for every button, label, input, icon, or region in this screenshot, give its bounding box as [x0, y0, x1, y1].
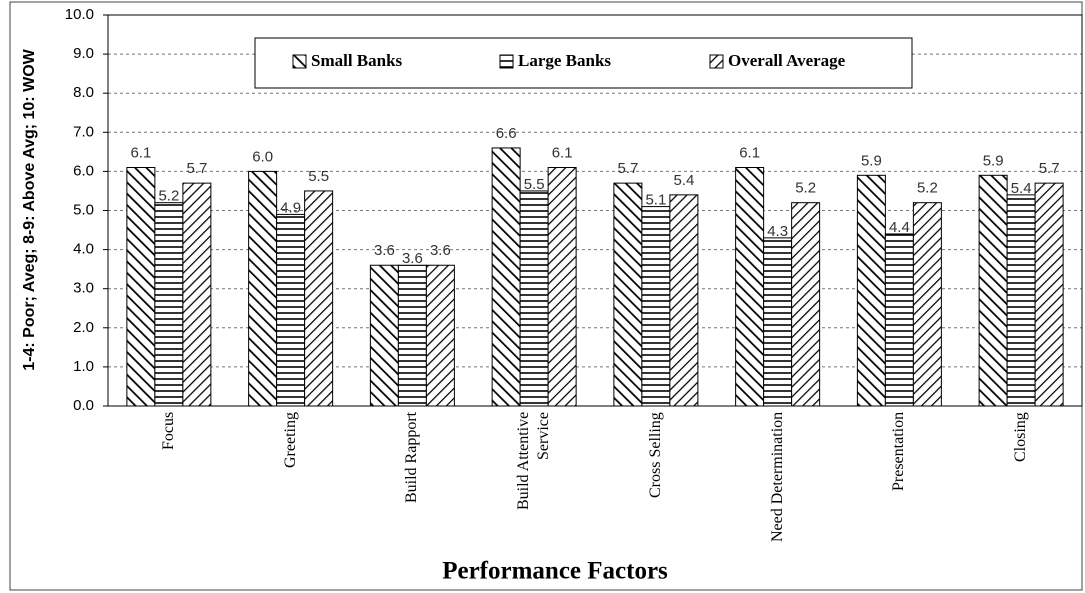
- legend: Small Banks Large Banks Overall Average: [254, 37, 913, 89]
- bar: [126, 166, 156, 407]
- plot-area: [107, 14, 1083, 407]
- legend-label: Small Banks: [311, 51, 403, 70]
- data-label: 6.0: [252, 148, 273, 165]
- bar: [182, 182, 212, 407]
- bar: [641, 206, 671, 407]
- data-label: 5.2: [795, 180, 816, 197]
- data-label: 6.1: [739, 144, 760, 161]
- bar: [248, 170, 278, 407]
- data-label: 5.5: [308, 168, 329, 185]
- legend-label: Overall Average: [728, 51, 846, 70]
- y-tick-label: 3.0: [73, 280, 94, 297]
- bar: [154, 202, 184, 407]
- data-label: 5.7: [186, 160, 207, 177]
- x-axis-label: Performance Factors: [442, 558, 668, 585]
- data-label: 5.2: [158, 188, 179, 205]
- y-tick-label: 2.0: [73, 319, 94, 336]
- x-tick-label: Greeting: [281, 412, 299, 468]
- y-tick-label: 4.0: [73, 241, 94, 258]
- bar: [1006, 194, 1036, 407]
- legend-box: [254, 37, 913, 89]
- y-tick-label: 9.0: [73, 45, 94, 62]
- bar: [1034, 182, 1064, 407]
- x-tick-label: Cross Selling: [646, 412, 664, 498]
- y-tick-label: 1.0: [73, 358, 94, 375]
- bar: [547, 166, 577, 407]
- data-label: 5.4: [1011, 180, 1032, 197]
- bar: [519, 190, 549, 407]
- data-label: 5.7: [1039, 160, 1060, 177]
- bar: [613, 182, 643, 407]
- legend-swatch: [499, 54, 514, 69]
- data-label: 5.5: [524, 176, 545, 193]
- bar: [763, 237, 793, 407]
- data-label: 5.9: [983, 152, 1004, 169]
- bar: [425, 264, 455, 407]
- bar: [304, 190, 334, 407]
- data-label: 5.9: [861, 152, 882, 169]
- x-tick-label: Closing: [1012, 412, 1030, 462]
- data-label: 6.1: [130, 144, 151, 161]
- data-label: 5.1: [645, 192, 666, 209]
- legend-swatch: [709, 54, 724, 69]
- bar: [856, 174, 886, 407]
- y-tick-label: 5.0: [73, 201, 94, 218]
- y-tick-label: 7.0: [73, 123, 94, 140]
- data-label: 6.1: [552, 144, 573, 161]
- data-label: 3.6: [402, 250, 423, 267]
- x-tick-label: Focus: [159, 412, 177, 451]
- bar: [669, 194, 699, 407]
- bar: [978, 174, 1008, 407]
- y-tick-label: 10.0: [65, 6, 94, 23]
- data-label: 3.6: [430, 242, 451, 259]
- data-label: 5.2: [917, 180, 938, 197]
- bar: [276, 213, 306, 407]
- bar: [369, 264, 399, 407]
- bar: [884, 233, 914, 407]
- bar: [912, 202, 942, 407]
- data-label: 6.6: [496, 125, 517, 142]
- x-tick-label: Build Attentive Service: [515, 412, 553, 511]
- data-label: 4.3: [767, 223, 788, 240]
- bar: [397, 264, 427, 407]
- y-tick-label: 6.0: [73, 162, 94, 179]
- y-tick-label: 0.0: [73, 397, 94, 414]
- data-label: 4.9: [280, 199, 301, 216]
- x-tick-label: Presentation: [890, 412, 908, 492]
- y-axis-label: 1-4: Poor; Aveg; 8-9: Above Avg; 10: WOW: [21, 48, 38, 370]
- x-tick-label: Build Rapport: [403, 412, 421, 504]
- x-tick-label: Need Determination: [768, 412, 786, 543]
- data-label: 3.6: [374, 242, 395, 259]
- legend-swatch: [292, 54, 307, 69]
- bar: [491, 147, 521, 407]
- data-label: 4.4: [889, 219, 910, 236]
- legend-label: Large Banks: [518, 51, 611, 70]
- y-tick-label: 8.0: [73, 84, 94, 101]
- bar: [791, 202, 821, 407]
- bar: [735, 166, 765, 407]
- data-label: 5.7: [617, 160, 638, 177]
- data-label: 5.4: [673, 172, 694, 189]
